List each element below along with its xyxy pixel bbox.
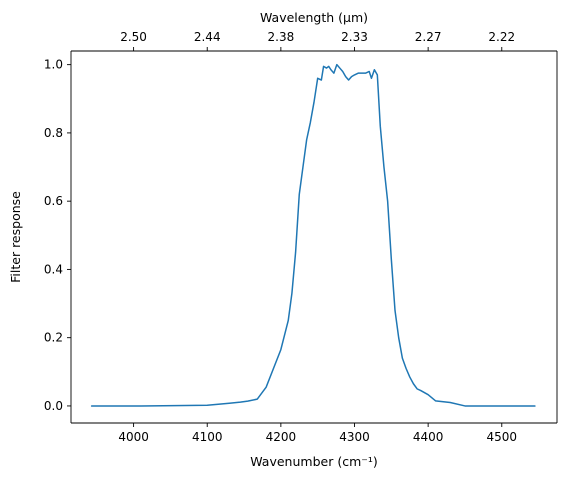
x-tick-label: 4000: [118, 430, 149, 444]
x-tick-label: 4100: [192, 430, 223, 444]
top-axis-label: Wavelength (μm): [260, 10, 368, 25]
top-tick-label: 2.38: [268, 30, 295, 44]
y-axis-label: Filter response: [8, 191, 23, 283]
y-tick-label: 0.8: [44, 126, 63, 140]
axes-layer: 4000 4100 4200 4300 4400 4500 0.0 0.2 0.4 0.6 0.8 1…: [44, 30, 558, 444]
y-tick-label: 0.6: [44, 194, 63, 208]
plot-area: [71, 51, 557, 423]
top-tick-label: 2.22: [488, 30, 515, 44]
series-line-0: [90, 63, 536, 407]
x-tick-label: 4300: [339, 430, 370, 444]
data-layer: [90, 63, 536, 407]
top-tick-label: 2.50: [120, 30, 147, 44]
top-tick-label: 2.27: [415, 30, 442, 44]
top-tick-label: 2.33: [341, 30, 368, 44]
top-tick-label: 2.44: [194, 30, 221, 44]
y-tick-label: 0.0: [44, 399, 63, 413]
y-tick-label: 0.4: [44, 262, 63, 276]
x-axis-label: Wavenumber (cm⁻¹): [250, 454, 377, 469]
y-tick-label: 1.0: [44, 58, 63, 72]
x-tick-label: 4200: [266, 430, 297, 444]
plot-background: [71, 51, 557, 423]
x-tick-label: 4500: [486, 430, 517, 444]
y-tick-label: 0.2: [44, 331, 63, 345]
x-tick-label: 4400: [413, 430, 444, 444]
